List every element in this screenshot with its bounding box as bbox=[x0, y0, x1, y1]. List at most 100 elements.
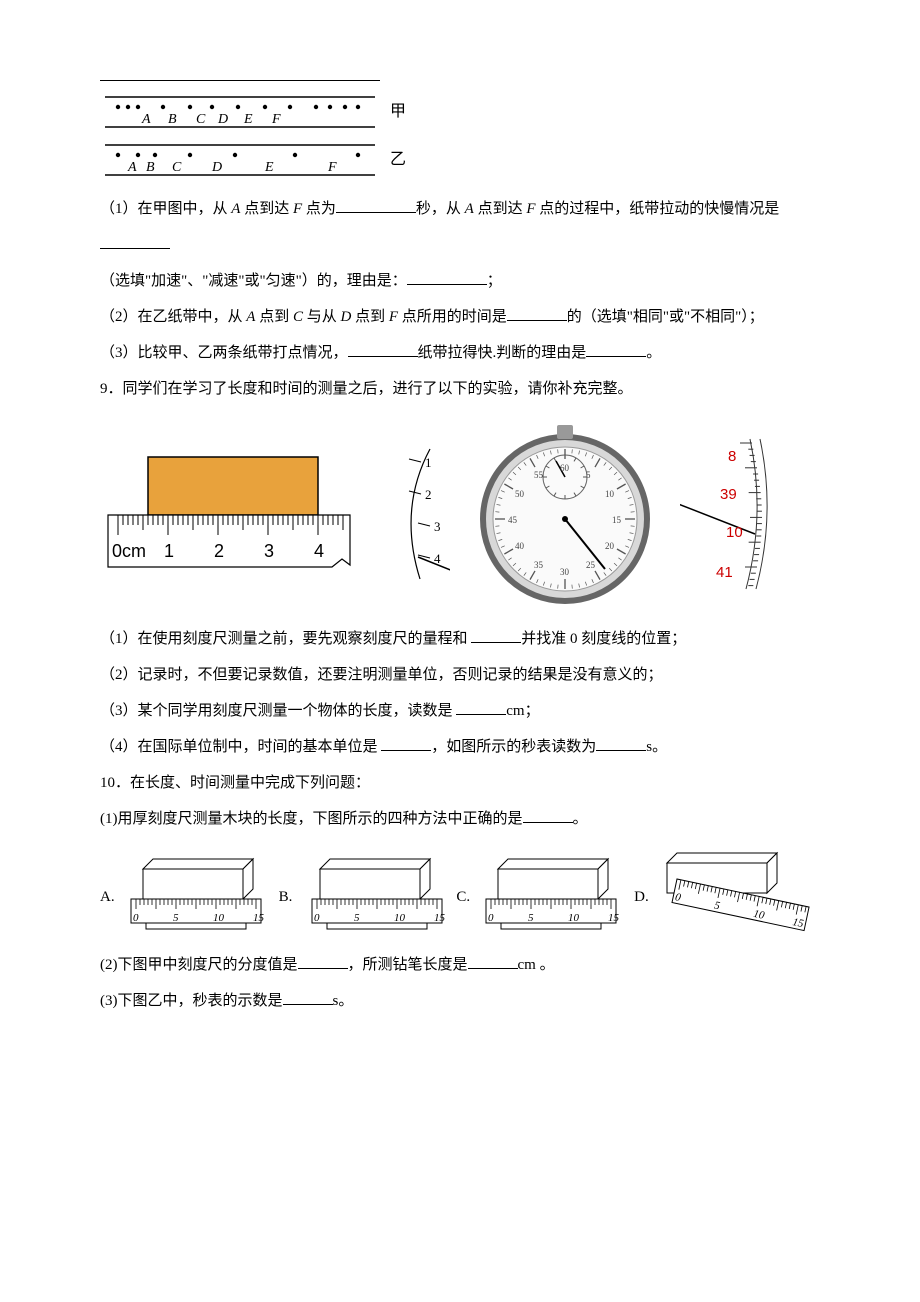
svg-text:5: 5 bbox=[354, 912, 360, 924]
blank[interactable] bbox=[283, 990, 333, 1005]
text: （3）某个同学用刻度尺测量一个物体的长度，读数是 bbox=[100, 703, 456, 719]
svg-text:5: 5 bbox=[173, 912, 179, 924]
text: （1）在使用刻度尺测量之前，要先观察刻度尺的量程和 bbox=[100, 631, 471, 647]
svg-text:60: 60 bbox=[560, 463, 570, 473]
svg-text:8: 8 bbox=[728, 448, 736, 465]
text: 。 bbox=[573, 811, 588, 827]
svg-text:45: 45 bbox=[508, 515, 518, 525]
blank-which-tape[interactable] bbox=[348, 342, 418, 357]
option-B-figure: 051015 bbox=[300, 855, 450, 935]
option-label-A: A. bbox=[100, 879, 115, 915]
q9-p3: （3）某个同学用刻度尺测量一个物体的长度，读数是 cm； bbox=[100, 693, 840, 729]
stopwatch-figure: 60510152025303540455055 bbox=[470, 419, 660, 609]
svg-text:E: E bbox=[243, 112, 253, 127]
q9-stem: 9．同学们在学习了长度和时间的测量之后，进行了以下的实验，请你补充完整。 bbox=[100, 371, 840, 407]
svg-text:39: 39 bbox=[720, 486, 737, 503]
text: 的（选填"相同"或"不相同"）； bbox=[567, 309, 764, 325]
svg-text:B: B bbox=[168, 112, 177, 127]
q9-p4: （4）在国际单位制中，时间的基本单位是 ，如图所示的秒表读数为s。 bbox=[100, 729, 840, 765]
text: s。 bbox=[333, 993, 354, 1009]
blank[interactable] bbox=[471, 628, 521, 643]
text: cm 。 bbox=[518, 957, 555, 973]
svg-text:B: B bbox=[146, 160, 155, 175]
svg-text:F: F bbox=[271, 112, 281, 127]
q8-part2: （2）在乙纸带中，从 A 点到 C 与从 D 点到 F 点所用的时间是的（选填"… bbox=[100, 299, 840, 335]
text: ； bbox=[487, 273, 502, 289]
svg-text:5: 5 bbox=[586, 470, 591, 480]
text: 点到 bbox=[255, 309, 293, 325]
text: ，所测钻笔长度是 bbox=[348, 957, 468, 973]
text: 。 bbox=[646, 345, 661, 361]
q8-part1: （1）在甲图中，从 A 点到达 F 点为秒，从 A 点到达 F 点的过程中，纸带… bbox=[100, 191, 840, 263]
text: 秒，从 bbox=[416, 201, 465, 217]
tape-row-jia: ABCDEF 甲 bbox=[100, 91, 840, 133]
svg-text:50: 50 bbox=[515, 489, 525, 499]
text: （选填"加速"、"减速"或"匀速"）的，理由是： bbox=[100, 273, 407, 289]
text: 并找准 0 刻度线的位置； bbox=[521, 631, 686, 647]
blank[interactable] bbox=[596, 736, 646, 751]
option-label-B: B. bbox=[279, 879, 293, 915]
blank-reason[interactable] bbox=[407, 270, 487, 285]
text: （4）在国际单位制中，时间的基本单位是 bbox=[100, 739, 381, 755]
tape-label-jia: 甲 bbox=[390, 93, 406, 131]
svg-text:0: 0 bbox=[314, 912, 320, 924]
leading-blank-line bbox=[100, 80, 380, 81]
text: (3)下图乙中，秒表的示数是 bbox=[100, 993, 283, 1009]
svg-text:4: 4 bbox=[314, 541, 324, 561]
option-label-C: C. bbox=[456, 879, 470, 915]
svg-text:10: 10 bbox=[213, 912, 225, 924]
side-scale: 1234 bbox=[380, 439, 450, 589]
svg-text:0: 0 bbox=[133, 912, 139, 924]
q10-stem: 10．在长度、时间测量中完成下列问题： bbox=[100, 765, 840, 801]
q9-figures: 0cm1234 1234 60510152025303540455055 839… bbox=[100, 419, 840, 609]
text: cm； bbox=[506, 703, 539, 719]
svg-text:15: 15 bbox=[253, 912, 265, 924]
letter-F: F bbox=[526, 201, 535, 217]
text: 点到达 bbox=[474, 201, 527, 217]
ruler-figure: 0cm1234 bbox=[100, 439, 360, 589]
text: 纸带拉得快.判断的理由是 bbox=[418, 345, 587, 361]
blank[interactable] bbox=[456, 700, 506, 715]
svg-text:5: 5 bbox=[528, 912, 534, 924]
text: 点为 bbox=[302, 201, 336, 217]
text: (1)用厚刻度尺测量木块的长度，下图所示的四种方法中正确的是 bbox=[100, 811, 523, 827]
q8-part1-hint: （选填"加速"、"减速"或"匀速"）的，理由是： ； bbox=[100, 263, 840, 299]
svg-text:15: 15 bbox=[608, 912, 620, 924]
blank-time-same[interactable] bbox=[507, 306, 567, 321]
blank[interactable] bbox=[298, 954, 348, 969]
blank[interactable] bbox=[523, 808, 573, 823]
svg-text:F: F bbox=[327, 160, 337, 175]
text: 点到 bbox=[351, 309, 389, 325]
svg-text:30: 30 bbox=[560, 567, 570, 577]
q10-p2: (2)下图甲中刻度尺的分度值是，所测钻笔长度是cm 。 bbox=[100, 947, 840, 983]
option-A-figure: 0 5 10 15 bbox=[123, 855, 273, 935]
text: ，如图所示的秒表读数为 bbox=[431, 739, 596, 755]
blank-seconds[interactable] bbox=[336, 198, 416, 213]
blank-speed[interactable] bbox=[100, 234, 170, 249]
svg-text:41: 41 bbox=[716, 564, 733, 581]
letter-A: A bbox=[465, 201, 474, 217]
letter-F: F bbox=[293, 201, 302, 217]
blank[interactable] bbox=[468, 954, 518, 969]
svg-text:0: 0 bbox=[488, 912, 494, 924]
letter-D: D bbox=[340, 309, 351, 325]
svg-text:3: 3 bbox=[434, 519, 441, 534]
text: 点所用的时间是 bbox=[398, 309, 507, 325]
q10-p1: (1)用厚刻度尺测量木块的长度，下图所示的四种方法中正确的是 。 bbox=[100, 801, 840, 837]
svg-text:10: 10 bbox=[394, 912, 406, 924]
svg-text:C: C bbox=[172, 160, 182, 175]
text: 点到达 bbox=[240, 201, 293, 217]
svg-text:25: 25 bbox=[586, 560, 596, 570]
option-label-D: D. bbox=[634, 879, 649, 915]
text: （1）在甲图中，从 bbox=[100, 201, 231, 217]
tape-figure: ABCDEF 甲 ABCDEF 乙 bbox=[100, 91, 840, 181]
svg-text:10: 10 bbox=[568, 912, 580, 924]
q10-options: A. 051015 B. 051015 C. 051015 D. 051015 bbox=[100, 849, 840, 935]
blank[interactable] bbox=[381, 736, 431, 751]
text: 点的过程中，纸带拉动的快慢情况是 bbox=[536, 201, 780, 217]
blank-reason2[interactable] bbox=[586, 342, 646, 357]
svg-text:2: 2 bbox=[214, 541, 224, 561]
option-D-figure: 051015 bbox=[657, 849, 817, 935]
svg-text:D: D bbox=[211, 160, 222, 175]
q10-p3: (3)下图乙中，秒表的示数是 s。 bbox=[100, 983, 840, 1019]
